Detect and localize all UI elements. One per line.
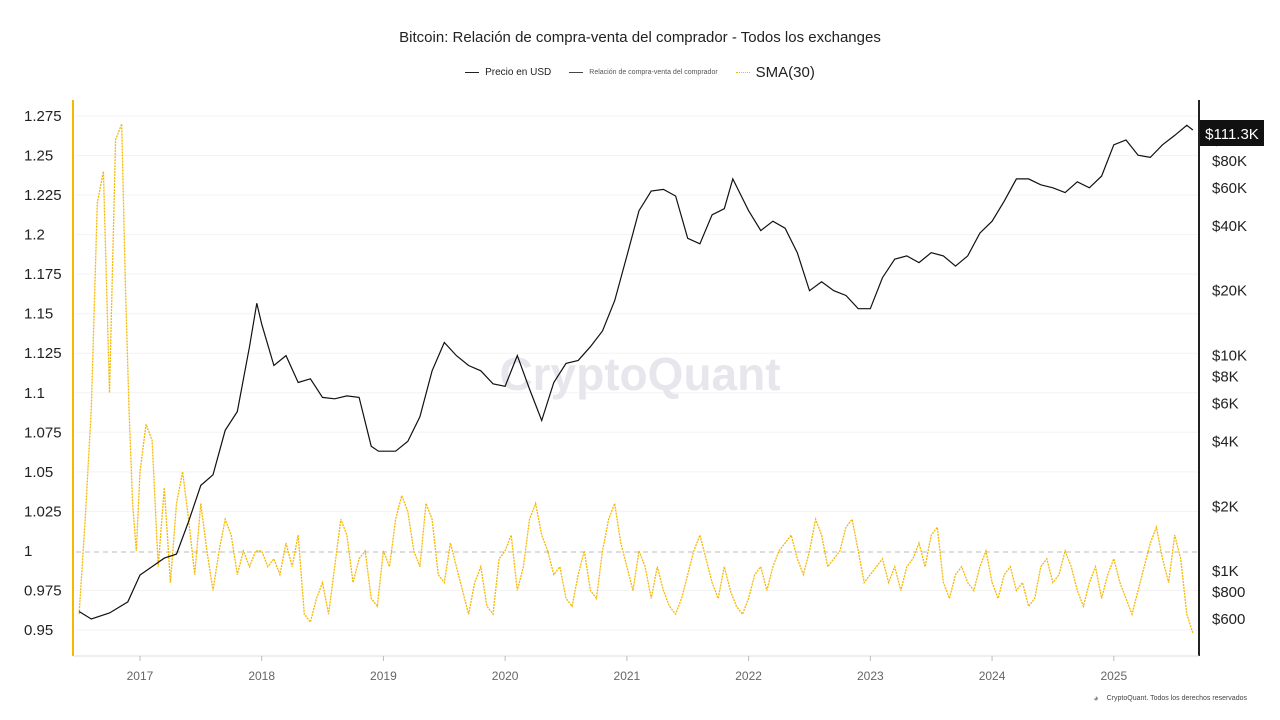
right-tick-label: $20K xyxy=(1212,283,1247,300)
current-price-label: $111.3K xyxy=(1205,126,1259,143)
legend-item-ratio[interactable]: Relación de compra-venta del comprador xyxy=(569,69,718,76)
legend-item-price[interactable]: Precio en USD xyxy=(465,67,551,78)
left-tick-label: 1.2 xyxy=(24,227,45,244)
legend-swatch-ratio xyxy=(569,72,584,73)
left-tick-label: 1.1 xyxy=(24,385,45,402)
right-tick-label: $8K xyxy=(1212,368,1239,385)
right-tick-label: $6K xyxy=(1212,395,1239,412)
current-price-badge xyxy=(1200,120,1264,146)
legend-swatch-sma xyxy=(735,72,750,73)
right-tick-label: $600 xyxy=(1212,611,1245,628)
x-tick-label: 2023 xyxy=(857,669,884,683)
watermark: CryptoQuant xyxy=(499,348,780,400)
left-tick-label: 1.125 xyxy=(24,345,62,362)
chart-title: Bitcoin: Relación de compra-venta del co… xyxy=(399,29,881,46)
legend: Precio en USD Relación de compra-venta d… xyxy=(0,64,1280,81)
right-tick-label: $800 xyxy=(1212,584,1245,601)
left-tick-label: 1.275 xyxy=(24,108,62,125)
x-tick-label: 2021 xyxy=(614,669,641,683)
x-tick-label: 2025 xyxy=(1100,669,1127,683)
legend-label-price: Precio en USD xyxy=(485,67,552,78)
left-tick-label: 0.95 xyxy=(24,622,53,639)
right-tick-label: $60K xyxy=(1212,180,1247,197)
left-tick-label: 1.15 xyxy=(24,306,53,323)
right-tick-label: $10K xyxy=(1212,348,1247,365)
left-tick-label: 1.075 xyxy=(24,424,62,441)
legend-item-sma[interactable]: SMA(30) xyxy=(735,64,815,81)
x-tick-label: 2020 xyxy=(492,669,519,683)
right-tick-label: $4K xyxy=(1212,433,1239,450)
legend-label-sma: SMA(30) xyxy=(755,64,815,81)
sma-line xyxy=(78,123,1194,634)
cryptoquant-logo-icon: ◕ xyxy=(1093,693,1099,703)
x-tick-label: 2017 xyxy=(127,669,154,683)
left-tick-label: 1.05 xyxy=(24,464,53,481)
right-tick-label: $1K xyxy=(1212,563,1239,580)
left-tick-label: 1.25 xyxy=(24,148,53,165)
price-layer xyxy=(78,124,1194,620)
price-line xyxy=(78,124,1194,620)
sma-layer xyxy=(78,123,1194,634)
left-tick-label: 1 xyxy=(24,543,32,560)
left-tick-label: 0.975 xyxy=(24,582,62,599)
footer: ◕ CryptoQuant. Todos los derechos reserv… xyxy=(1093,693,1247,703)
x-tick-label: 2022 xyxy=(735,669,762,683)
x-tick-label: 2024 xyxy=(979,669,1006,683)
left-ticks: 0.95 0.975 1 1.025 1.05 1.075 1.1 1.125 1.15 1.17… xyxy=(24,108,62,639)
left-tick-label: 1.225 xyxy=(24,187,62,204)
right-tick-label: $40K xyxy=(1212,218,1247,235)
right-tick-label: $80K xyxy=(1212,153,1247,170)
legend-swatch-price xyxy=(465,72,480,73)
right-tick-label: $2K xyxy=(1212,498,1239,515)
left-tick-label: 1.175 xyxy=(24,266,62,283)
gridlines xyxy=(75,115,1199,631)
copyright-text: CryptoQuant. Todos los derechos reservad… xyxy=(1106,694,1247,702)
left-tick-label: 1.025 xyxy=(24,503,62,520)
legend-label-ratio: Relación de compra-venta del comprador xyxy=(589,69,718,76)
right-ticks: $600 $800 $1K $2K $4K $6K $8K $10K $20K $40K $60K $… xyxy=(1212,132,1255,628)
x-tick-label: 2019 xyxy=(370,669,397,683)
x-ticks: 2017 2018 2019 2020 2021 2022 2023 2024 2025 xyxy=(127,656,1127,683)
x-tick-label: 2018 xyxy=(248,669,275,683)
